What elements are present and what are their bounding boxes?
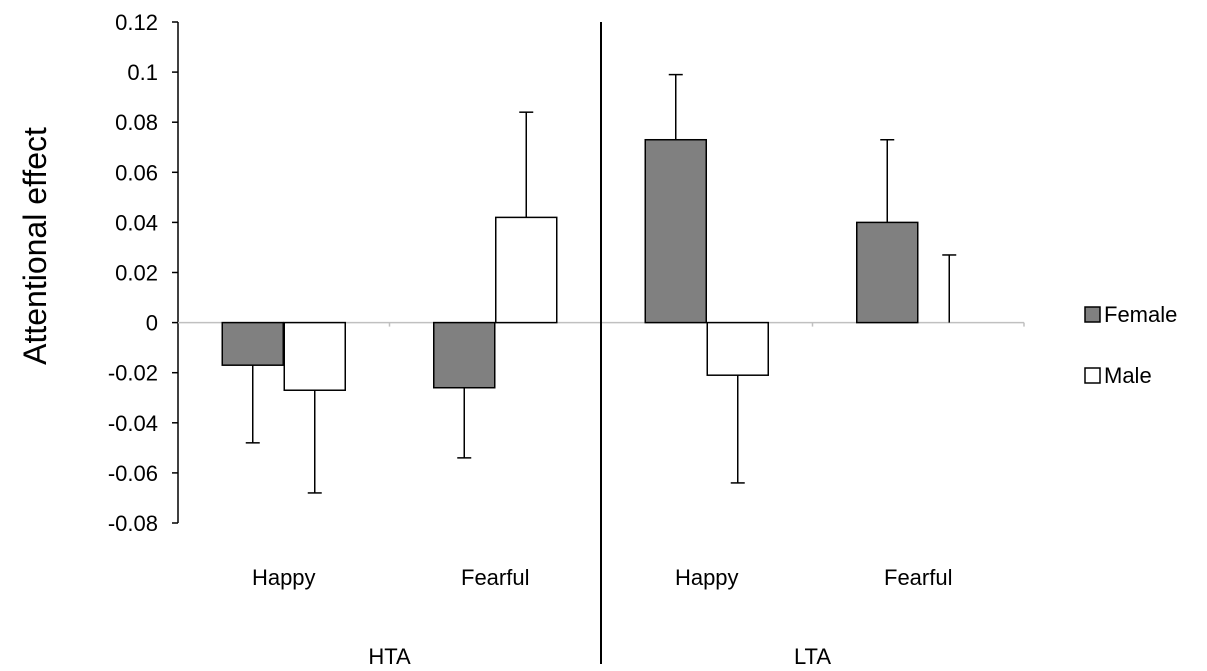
y-tick-label: 0.02: [115, 261, 158, 286]
bar-female: [221, 321, 284, 366]
legend-label: Male: [1104, 363, 1152, 388]
group-label: HTA: [368, 644, 411, 669]
group-label: LTA: [794, 644, 831, 669]
y-tick-label: -0.06: [108, 461, 158, 486]
legend-swatch-male: [1084, 367, 1101, 384]
y-axis-label: Attentional effect: [17, 127, 53, 365]
bar-female: [433, 321, 496, 389]
error-bars: [245, 73, 957, 494]
legend: Female Male: [1084, 302, 1177, 388]
y-tick-label: -0.04: [108, 411, 158, 436]
bar-male: [283, 321, 346, 391]
category-label: Fearful: [884, 565, 952, 590]
category-labels: Happy Fearful Happy Fearful: [252, 565, 953, 590]
y-tick-label: 0.04: [115, 210, 158, 235]
bar-male: [706, 321, 769, 376]
y-tick-label: 0.08: [115, 110, 158, 135]
bar-female: [856, 221, 919, 324]
legend-label: Female: [1104, 302, 1177, 327]
group-labels: HTA LTA: [368, 644, 831, 669]
y-tick-label: 0: [146, 311, 158, 336]
category-label: Happy: [675, 565, 739, 590]
category-label: Happy: [252, 565, 316, 590]
y-tick-label: 0.1: [127, 60, 158, 85]
category-label: Fearful: [461, 565, 529, 590]
y-axis: 0.12 0.1 0.08 0.06 0.04 0.02 0 -0.02 -0.04 -0.06 -…: [108, 10, 179, 536]
y-tick-label: -0.08: [108, 511, 158, 536]
y-tick-label: 0.06: [115, 160, 158, 185]
bars: [221, 138, 919, 391]
y-tick-label: 0.12: [115, 10, 158, 35]
legend-swatch-female: [1084, 306, 1101, 323]
bar-male: [495, 216, 558, 324]
bar-female: [644, 138, 707, 324]
y-tick-label: -0.02: [108, 361, 158, 386]
